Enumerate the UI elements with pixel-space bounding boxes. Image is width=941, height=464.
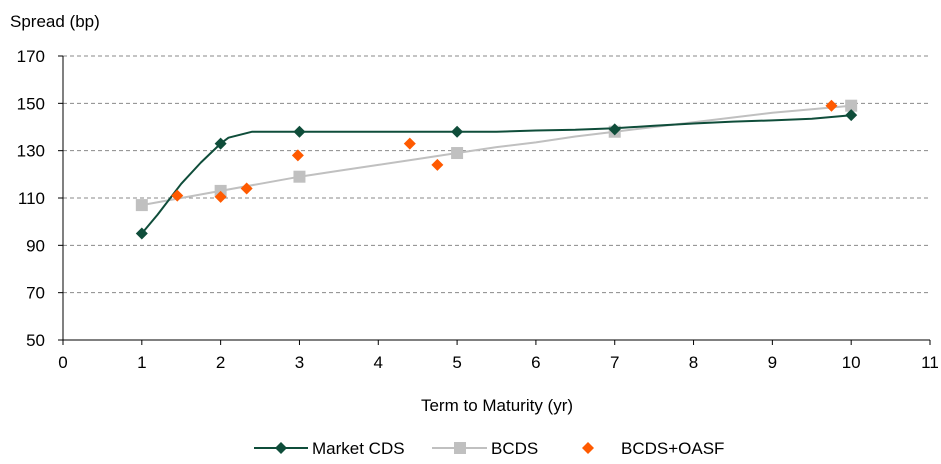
marker-market-cds-1: [214, 137, 227, 150]
y-tick-label-130: 130: [17, 142, 45, 161]
x-tick-label-1: 1: [137, 353, 146, 372]
y-tick-label-170: 170: [17, 47, 45, 66]
y-tick-label-150: 150: [17, 94, 45, 113]
x-tick-label-4: 4: [374, 353, 383, 372]
marker-bcds-3: [451, 147, 464, 160]
y-tick-label-110: 110: [18, 189, 45, 208]
series-line-market-cds: [141, 114, 852, 235]
series-line-bcds: [141, 104, 852, 207]
legend-label-bcds: BCDS: [491, 439, 538, 458]
marker-market-cds-2: [293, 125, 306, 138]
series-layer: [135, 99, 858, 240]
x-axis-title: Term to Maturity (yr): [421, 396, 573, 415]
marker-bcds-5: [845, 99, 858, 112]
x-tick-label-6: 6: [531, 353, 540, 372]
x-tick-label-5: 5: [452, 353, 461, 372]
y-tick-label-50: 50: [26, 331, 45, 350]
legend-item-bcds-oasf: BCDS+OASF: [582, 439, 724, 458]
x-tick-label-11: 11: [921, 353, 939, 372]
x-tick-label-8: 8: [689, 353, 698, 372]
legend-label-bcds-oasf: BCDS+OASF: [621, 439, 724, 458]
legend: Market CDS BCDS BCDS+OASF: [254, 439, 724, 458]
y-axis-title: Spread (bp): [10, 12, 100, 31]
marker-bcds-oasf-3: [291, 149, 304, 162]
marker-bcds-oasf-6: [825, 99, 838, 112]
legend-item-market-cds: Market CDS: [254, 439, 405, 458]
grid-layer: [63, 55, 930, 294]
marker-market-cds-4: [608, 123, 621, 136]
x-tick-label-3: 3: [295, 353, 304, 372]
marker-market-cds-3: [451, 125, 464, 138]
legend-label-market-cds: Market CDS: [312, 439, 405, 458]
x-tick-label-7: 7: [610, 353, 619, 372]
x-tick-label-0: 0: [58, 353, 67, 372]
x-tick-label-9: 9: [768, 353, 777, 372]
marker-bcds-oasf-2: [240, 182, 253, 195]
y-tick-label-90: 90: [26, 236, 45, 255]
marker-bcds-0: [135, 199, 148, 212]
x-tick-label-10: 10: [842, 353, 861, 372]
legend-item-bcds: BCDS: [432, 439, 538, 458]
x-tick-label-2: 2: [216, 353, 225, 372]
marker-bcds-oasf-0: [171, 189, 184, 202]
axes-layer: 50 70 90 110 130 150 170 0 1 2 3 4 5 6 7 8 9 10 11: [17, 47, 939, 372]
marker-market-cds-5: [845, 109, 858, 122]
marker-market-cds-0: [135, 227, 148, 240]
marker-bcds-2: [293, 170, 306, 183]
y-tick-label-70: 70: [26, 284, 45, 303]
marker-bcds-oasf-5: [431, 158, 444, 171]
marker-bcds-oasf-1: [214, 190, 227, 203]
marker-bcds-oasf-4: [403, 137, 416, 150]
